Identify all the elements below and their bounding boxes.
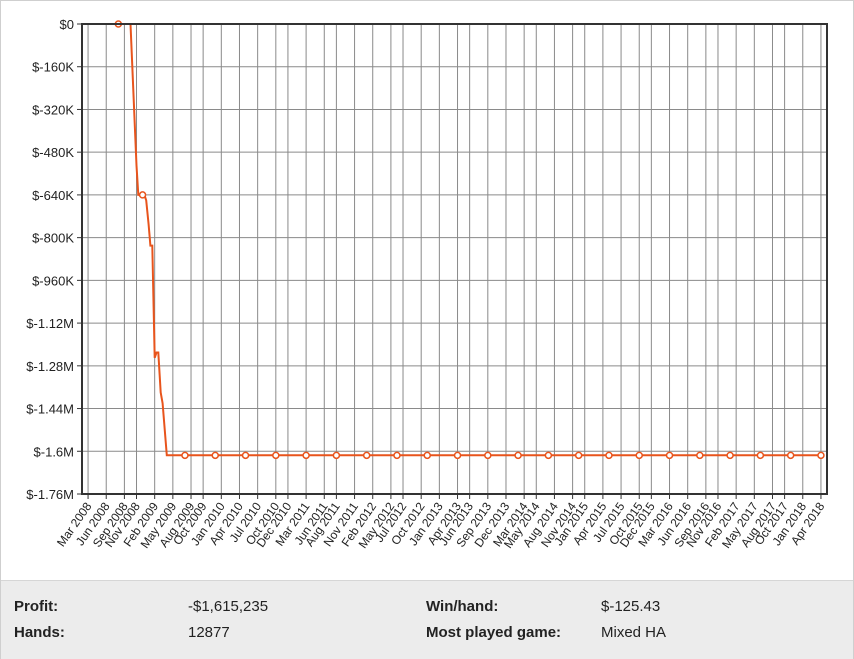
- y-tick-label: $-1.76M: [26, 487, 74, 502]
- y-tick-label: $-160K: [32, 60, 74, 75]
- y-tick-label: $-1.6M: [34, 444, 74, 459]
- y-tick-label: $-1.44M: [26, 402, 74, 417]
- plot-area: [82, 24, 827, 494]
- data-point: [138, 191, 147, 199]
- hands-value: 12877: [188, 624, 230, 641]
- y-tick-label: $0: [60, 17, 74, 32]
- data-point: [696, 451, 704, 460]
- profit-label: Profit:: [14, 598, 59, 615]
- data-point: [453, 451, 462, 460]
- data-point: [514, 451, 522, 460]
- data-point: [484, 451, 492, 460]
- data-point: [635, 451, 643, 460]
- data-point: [726, 451, 734, 460]
- data-point: [211, 451, 220, 460]
- data-point: [393, 451, 401, 460]
- win-per-hand-label: Win/hand:: [426, 598, 499, 615]
- data-point: [574, 451, 583, 460]
- series-markers: [114, 20, 825, 460]
- y-tick-label: $-960K: [32, 273, 74, 288]
- plot-border: [81, 23, 828, 495]
- win-per-hand-value: $-125.43: [601, 598, 661, 615]
- most-played-game-label: Most played game:: [426, 624, 562, 641]
- hands-label: Hands:: [14, 624, 65, 641]
- data-point: [423, 451, 431, 460]
- data-point: [302, 451, 310, 460]
- data-point: [786, 451, 795, 460]
- data-point: [181, 451, 189, 460]
- data-point: [756, 451, 765, 460]
- data-point: [544, 451, 553, 460]
- y-tick-label: $-640K: [32, 188, 74, 203]
- data-point: [362, 451, 371, 460]
- y-tick-label: $-480K: [32, 145, 74, 160]
- data-point: [817, 451, 825, 460]
- data-point: [332, 451, 341, 460]
- stats-panel: Profit: -$1,615,235 Hands: 12877 Win/han…: [1, 580, 853, 659]
- y-tick-label: $-800K: [32, 231, 74, 246]
- data-point: [241, 451, 250, 460]
- y-axis-ticks: $0 $-160K $-320K $-480K $-640K $-800K $-960K $-…: [26, 17, 82, 502]
- profit-value: -$1,615,235: [188, 598, 269, 615]
- most-played-game-value: Mixed HA: [601, 624, 667, 641]
- data-point: [665, 451, 674, 460]
- y-tick-label: $-320K: [32, 102, 74, 117]
- y-tick-label: $-1.12M: [26, 316, 74, 331]
- y-tick-label: $-1.28M: [26, 359, 74, 374]
- data-point: [605, 451, 613, 460]
- profit-chart: $0 $-160K $-320K $-480K $-640K $-800K $-960K $-…: [26, 17, 828, 551]
- data-point: [272, 451, 280, 460]
